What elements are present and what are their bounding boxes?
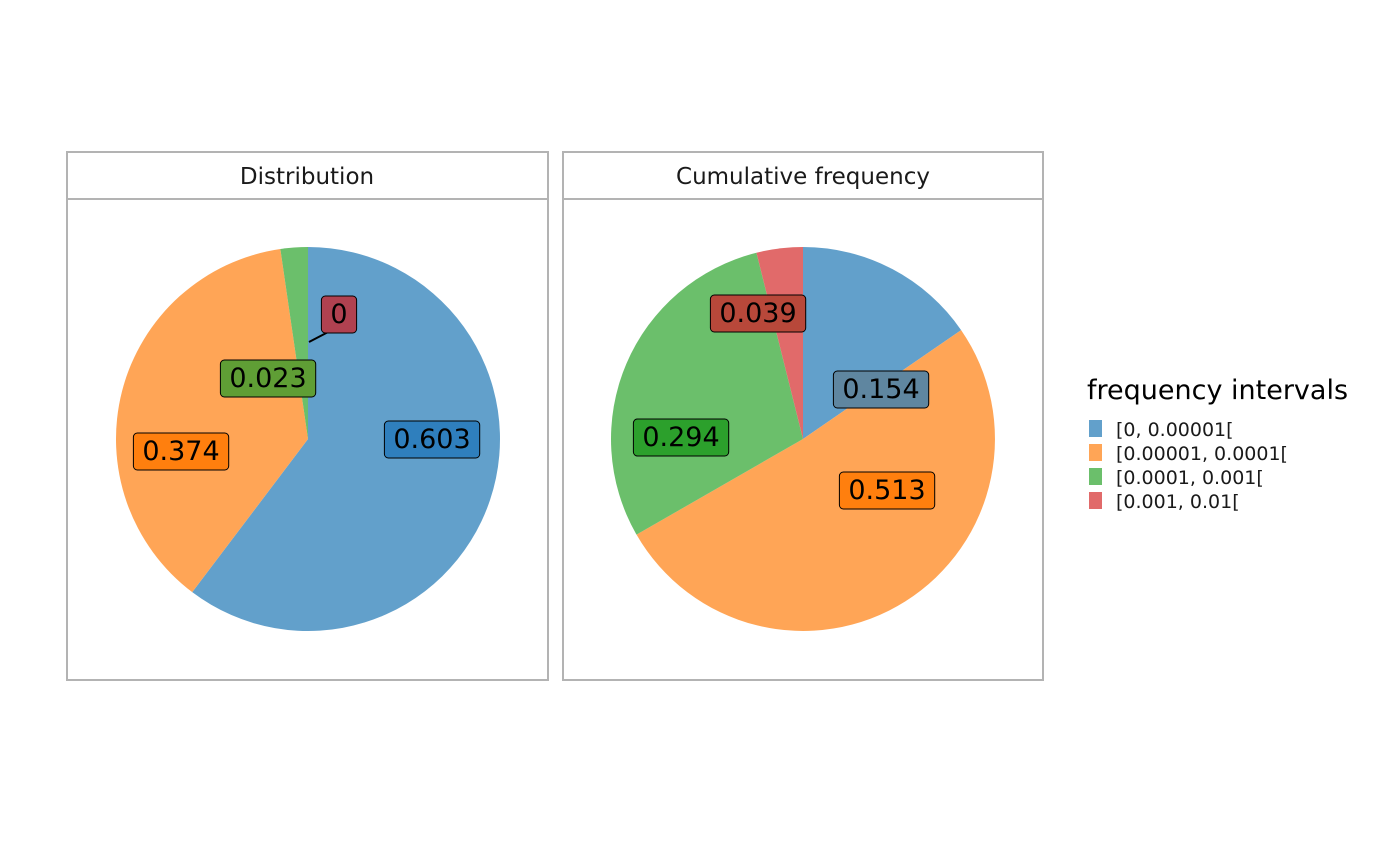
data-label-box bbox=[632, 418, 730, 457]
legend-key-1 bbox=[1089, 444, 1102, 461]
data-label-box bbox=[709, 294, 807, 333]
panel-title-cumulative-frequency: Cumulative frequency bbox=[676, 164, 930, 190]
legend-entries: [0, 0.00001[[0.00001, 0.0001[[0.0001, 0.… bbox=[1089, 419, 1288, 513]
labels-distribution: 0.603 0.374 0.023 0 bbox=[132, 295, 481, 471]
panel-title-distribution: Distribution bbox=[240, 164, 374, 190]
data-label-distribution-1: 0.374 bbox=[132, 432, 230, 471]
data-label-text: 0.039 bbox=[719, 298, 796, 329]
data-label-text: 0.023 bbox=[229, 363, 306, 394]
legend-title: frequency intervals bbox=[1087, 375, 1348, 406]
data-label-cumulative-frequency-3: 0.039 bbox=[709, 294, 807, 333]
slices-distribution bbox=[115, 247, 500, 632]
data-label-box bbox=[320, 295, 358, 334]
panel-strip-cumulative-frequency bbox=[562, 151, 1044, 200]
data-label-text: 0.154 bbox=[842, 374, 919, 405]
legend-key-0 bbox=[1089, 420, 1102, 437]
panel-border-distribution bbox=[66, 198, 549, 681]
legend-label-1: [0.00001, 0.0001[ bbox=[1116, 443, 1288, 465]
data-label-distribution-3: 0 bbox=[320, 295, 358, 334]
legend-label-0: [0, 0.00001[ bbox=[1116, 419, 1234, 441]
legend-key-3 bbox=[1089, 492, 1102, 509]
data-label-box bbox=[132, 432, 230, 471]
data-label-text: 0.374 bbox=[142, 436, 219, 467]
data-label-cumulative-frequency-2: 0.294 bbox=[632, 418, 730, 457]
legend-label-3: [0.001, 0.01[ bbox=[1116, 491, 1240, 513]
legend: frequency intervals [0, 0.00001[[0.00001… bbox=[1087, 375, 1348, 513]
pie-slice-distribution-0 bbox=[192, 247, 500, 632]
legend-label-2: [0.0001, 0.001[ bbox=[1116, 467, 1264, 489]
data-label-cumulative-frequency-0: 0.154 bbox=[832, 370, 930, 409]
data-label-cumulative-frequency-1: 0.513 bbox=[838, 471, 936, 510]
legend-key-2 bbox=[1089, 468, 1102, 485]
data-label-box bbox=[838, 471, 936, 510]
data-label-box bbox=[219, 359, 317, 398]
panel-distribution: Distribution 0.603 0.374 0.023 0 bbox=[66, 151, 549, 681]
panel-strip-distribution bbox=[66, 151, 549, 200]
pie-slice-distribution-1 bbox=[115, 249, 308, 593]
data-label-text: 0.603 bbox=[393, 424, 470, 455]
panel-cumulative-frequency: Cumulative frequency 0.154 0.513 0.294 0.03… bbox=[562, 151, 1044, 681]
data-label-box bbox=[383, 420, 481, 459]
data-label-text: 0.294 bbox=[642, 422, 719, 453]
data-label-text: 0.513 bbox=[848, 475, 925, 506]
panel-border-cumulative-frequency bbox=[562, 198, 1044, 681]
data-label-distribution-0: 0.603 bbox=[383, 420, 481, 459]
data-label-text: 0 bbox=[330, 299, 347, 330]
data-label-distribution-2: 0.023 bbox=[219, 359, 317, 398]
labels-cumulative-frequency: 0.154 0.513 0.294 0.039 bbox=[632, 294, 936, 510]
data-label-box bbox=[832, 370, 930, 409]
